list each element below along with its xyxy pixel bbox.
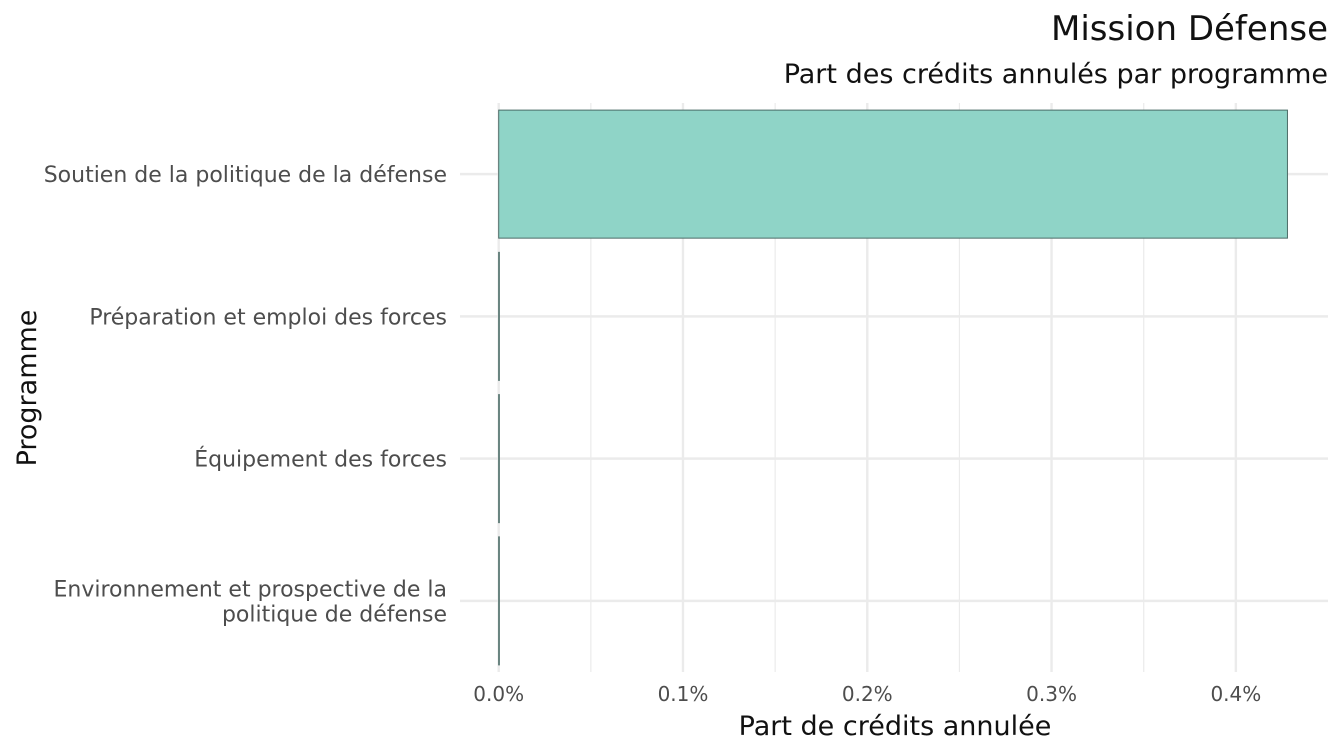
bar [498, 109, 1288, 239]
bars [498, 109, 1288, 666]
bar [498, 394, 500, 524]
x-tick-label: 0.4% [1210, 682, 1261, 706]
x-tick-label: 0.1% [658, 682, 709, 706]
x-tick-label: 0.2% [842, 682, 893, 706]
chart-title: Mission Défense [1051, 9, 1328, 49]
bar [498, 536, 500, 666]
y-axis-title: Programme [12, 310, 43, 467]
x-axis-title: Part de crédits annulée [739, 711, 1052, 742]
x-tick-label: 0.3% [1026, 682, 1077, 706]
x-tick-label: 0.0% [473, 682, 524, 706]
y-tick-label: Équipement des forces [194, 447, 447, 473]
bar [498, 251, 500, 381]
x-tick-labels: 0.0% 0.1% 0.2% 0.3% 0.4% [473, 682, 1261, 706]
chart-subtitle: Part des crédits annulés par programme [784, 59, 1328, 90]
y-tick-label: Préparation et emploi des forces [89, 305, 447, 330]
y-tick-labels: Soutien de la politique de la défense Pré… [44, 163, 447, 627]
y-tick-label: Environnement et prospective de la politi… [53, 577, 447, 627]
y-tick-label: Soutien de la politique de la défense [44, 163, 447, 188]
